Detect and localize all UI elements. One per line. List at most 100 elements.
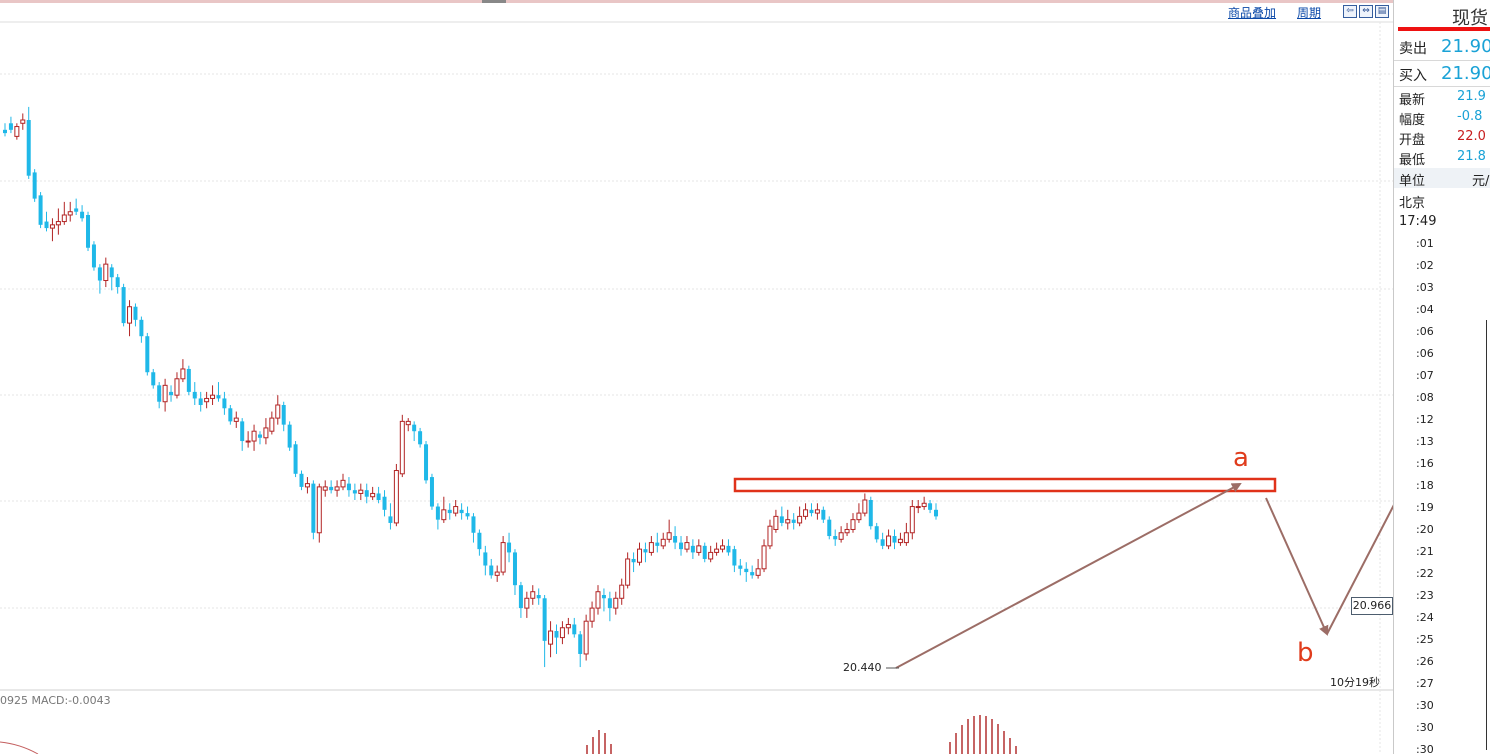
candle-body: [245, 440, 251, 443]
macd-label: 0925 MACD:-0.0043: [0, 694, 111, 707]
candle-body: [886, 535, 892, 547]
candle-body: [399, 420, 405, 475]
low-row: 最低 21.8: [1399, 149, 1486, 168]
candle-body: [80, 211, 85, 219]
unit-value: 元/: [1472, 174, 1490, 189]
candle-body: [750, 572, 755, 576]
current-price-flag: 20.966: [1351, 597, 1393, 615]
candle-body: [601, 595, 606, 599]
candle-body: [803, 509, 809, 517]
candle-body: [512, 552, 517, 586]
candle-body: [738, 565, 743, 569]
candle-body: [744, 568, 749, 573]
candle-body: [821, 509, 826, 520]
candle-body: [613, 597, 619, 609]
tick-time: :27: [1416, 677, 1434, 690]
candle-body: [281, 405, 286, 425]
trend-arrow-a: [895, 483, 1242, 669]
candle-body: [767, 525, 773, 547]
tick-time: :16: [1416, 457, 1434, 470]
candle-body: [358, 489, 364, 494]
candle-body: [779, 516, 784, 523]
candle-body: [91, 244, 96, 268]
candle-body: [489, 565, 494, 576]
candle-body: [67, 211, 73, 216]
sell-label: 卖出: [1399, 41, 1427, 57]
candle-body: [55, 221, 61, 226]
candle-body: [20, 119, 26, 124]
layout-icon[interactable]: ▤: [1375, 5, 1389, 18]
candle-body: [477, 532, 482, 550]
candle-body: [726, 545, 731, 553]
bar-countdown: 10分19秒: [1330, 676, 1380, 689]
candle-body: [376, 493, 381, 500]
candle-body: [536, 595, 541, 599]
candle-body: [696, 545, 702, 553]
tick-time: :26: [1416, 655, 1434, 668]
candle-body: [382, 496, 387, 510]
candle-body: [157, 385, 162, 402]
candle-body: [293, 444, 298, 474]
candle-body: [874, 526, 879, 540]
candle-body: [240, 421, 245, 442]
period-button[interactable]: 周期: [1297, 6, 1322, 20]
trend-arrow-b: [1265, 497, 1329, 636]
tick-time: :06: [1416, 325, 1434, 338]
candle-body: [14, 126, 20, 137]
candle-body: [424, 444, 429, 481]
candle-body: [862, 499, 868, 514]
candle-body: [329, 486, 334, 491]
trend-arrow-c: [1326, 504, 1393, 635]
candle-body: [370, 492, 376, 498]
tick-time: :13: [1416, 435, 1434, 448]
candle-body: [405, 420, 411, 426]
candle-body: [827, 519, 832, 537]
candle-body: [115, 277, 120, 288]
candle-body: [299, 473, 304, 487]
candle-body: [868, 500, 873, 527]
candle-body: [263, 427, 269, 439]
candle-body: [346, 483, 351, 491]
tick-time: :01: [1416, 237, 1434, 250]
candle-body: [269, 417, 275, 432]
candle-body: [850, 519, 856, 530]
candle-body: [352, 490, 357, 494]
candle-body: [86, 215, 91, 248]
candle-body: [429, 477, 434, 507]
candle-body: [679, 542, 684, 550]
candle-body: [186, 368, 191, 392]
tick-time: :18: [1416, 479, 1434, 492]
candle-body: [483, 552, 488, 566]
resistance-box: [733, 477, 1277, 493]
candle-body: [809, 509, 814, 514]
overlay-button[interactable]: 商品叠加: [1228, 6, 1277, 20]
candle-body: [761, 545, 767, 570]
candle-body: [192, 391, 197, 399]
macd-curve: [0, 741, 39, 754]
candle-body: [311, 483, 316, 533]
city-label: 北京: [1399, 196, 1426, 211]
tick-time: :21: [1416, 545, 1434, 558]
candle-body: [797, 515, 803, 524]
tick-time: :22: [1416, 567, 1434, 580]
low-price-label: 20.440: [843, 661, 882, 674]
candlestick-chart[interactable]: [0, 0, 1393, 754]
tick-time: :02: [1416, 259, 1434, 272]
macd-histogram: [0, 715, 1017, 754]
time-label: 17:49: [1399, 214, 1437, 229]
candle-body: [755, 568, 761, 576]
scroll-handle[interactable]: [482, 0, 506, 3]
tick-time: :20: [1416, 523, 1434, 536]
candle-body: [648, 542, 654, 553]
candle-body: [578, 634, 583, 654]
candle-body: [542, 598, 547, 641]
candle-body: [74, 208, 79, 212]
candle-body: [500, 542, 506, 573]
candle-body: [133, 306, 138, 320]
tick-scrollbar[interactable]: [1486, 320, 1487, 750]
candle-body: [109, 267, 114, 278]
panel-title: 现货: [1452, 8, 1488, 29]
resize-icon[interactable]: ⇔: [1359, 5, 1373, 18]
left-arrow-icon[interactable]: ⇦: [1343, 5, 1357, 18]
tick-time: :25: [1416, 633, 1434, 646]
